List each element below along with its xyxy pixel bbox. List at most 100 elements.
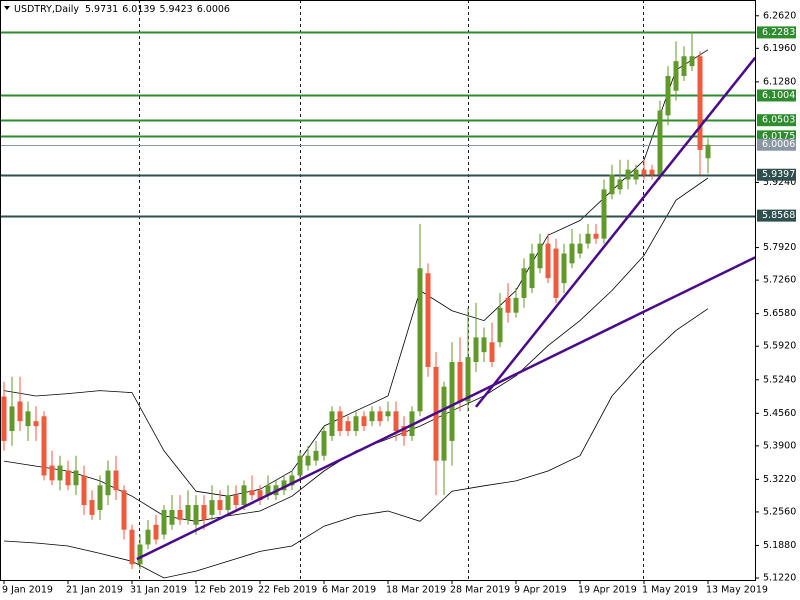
candle-body bbox=[265, 485, 271, 496]
candle-body bbox=[257, 490, 263, 501]
candle-body bbox=[561, 253, 567, 284]
candle-body bbox=[393, 411, 399, 432]
level-label: 6.0006 bbox=[762, 139, 795, 150]
candle-body bbox=[329, 411, 335, 436]
candle-body bbox=[65, 470, 71, 486]
y-tick-label: 5.6580 bbox=[763, 308, 796, 319]
band-line bbox=[3, 49, 709, 497]
y-tick-label: 6.1960 bbox=[763, 43, 796, 54]
trend-line bbox=[136, 256, 756, 561]
candle-body bbox=[417, 268, 423, 412]
level-label-box bbox=[757, 89, 796, 102]
candle-body bbox=[57, 465, 63, 481]
candle-body bbox=[457, 362, 463, 402]
y-tick-label: 5.5240 bbox=[763, 374, 796, 385]
candle-body bbox=[673, 61, 679, 91]
close-value: 6.0006 bbox=[197, 4, 230, 15]
candle-body bbox=[153, 524, 159, 540]
candle-body bbox=[281, 480, 287, 491]
x-tick-label: 6 Mar 2019 bbox=[322, 585, 376, 596]
level-label: 6.2283 bbox=[762, 27, 795, 38]
level-label-box bbox=[757, 114, 796, 127]
candle-body bbox=[297, 455, 303, 476]
trend-line bbox=[475, 56, 757, 408]
candle-body bbox=[441, 386, 447, 461]
candle-body bbox=[633, 169, 639, 180]
candle-body bbox=[489, 342, 495, 363]
candle-body bbox=[665, 75, 671, 116]
candle-body bbox=[177, 509, 183, 520]
y-tick-label: 5.3220 bbox=[763, 474, 796, 485]
y-tick-label: 5.2560 bbox=[763, 506, 796, 517]
candle-body bbox=[49, 465, 55, 481]
candle-body bbox=[1, 396, 7, 441]
level-label: 6.1004 bbox=[762, 90, 795, 101]
x-tick-label: 9 Apr 2019 bbox=[514, 585, 567, 596]
candle-body bbox=[497, 307, 503, 343]
open-value: 5.9731 bbox=[85, 4, 118, 15]
candle-body bbox=[577, 243, 583, 254]
candle-body bbox=[513, 297, 519, 313]
candle-body bbox=[185, 505, 191, 520]
candle-body bbox=[617, 179, 623, 190]
level-label-box bbox=[757, 26, 796, 39]
candle-body bbox=[33, 421, 39, 427]
low-value: 5.9423 bbox=[159, 4, 192, 15]
header-text: USDTRY,Daily 5.9731 6.0139 5.9423 6.0006 bbox=[14, 4, 230, 15]
candle-body bbox=[9, 406, 15, 432]
header: USDTRY,Daily 5.9731 6.0139 5.9423 6.0006 bbox=[4, 4, 230, 15]
candle-body bbox=[137, 544, 143, 565]
candle-body bbox=[345, 421, 351, 432]
level-label-box bbox=[757, 209, 796, 222]
candle-body bbox=[601, 189, 607, 239]
candle-body bbox=[337, 411, 343, 432]
candle-body bbox=[217, 500, 223, 510]
level-label-box bbox=[757, 168, 796, 181]
candle-body bbox=[113, 470, 119, 491]
x-tick-label: 13 May 2019 bbox=[706, 585, 768, 596]
candle-body bbox=[105, 470, 111, 496]
plot-border bbox=[0, 0, 756, 581]
candle-body bbox=[593, 233, 599, 239]
candle-body bbox=[145, 529, 151, 545]
candle-body bbox=[609, 174, 615, 195]
candle-body bbox=[305, 455, 311, 466]
candle-body bbox=[225, 495, 231, 510]
x-tick-label: 31 Jan 2019 bbox=[130, 585, 187, 596]
period-separators bbox=[139, 0, 644, 580]
candle-body bbox=[425, 273, 431, 367]
candle-body bbox=[17, 401, 23, 422]
x-tick-label: 12 Feb 2019 bbox=[194, 585, 253, 596]
candle-body bbox=[41, 416, 47, 476]
y-tick-label: 5.3900 bbox=[763, 440, 796, 451]
candle-body bbox=[385, 411, 391, 417]
y-tick-label: 5.5920 bbox=[763, 341, 796, 352]
level-label: 5.9397 bbox=[762, 169, 795, 180]
candle-body bbox=[201, 505, 207, 520]
x-tick-label: 19 Apr 2019 bbox=[578, 585, 637, 596]
candle-body bbox=[545, 243, 551, 279]
candle-body bbox=[361, 416, 367, 427]
axes: 6.2620 6.1960 6.1280 5.9240 5.7920 5.7260 5.65… bbox=[2, 10, 796, 595]
candle-body bbox=[649, 169, 655, 175]
level-label: 6.0175 bbox=[762, 131, 795, 142]
candle-body bbox=[321, 431, 327, 456]
candle-body bbox=[369, 411, 375, 422]
y-tick-label: 6.2620 bbox=[763, 10, 796, 21]
header-arrow bbox=[4, 6, 10, 10]
candle-body bbox=[465, 357, 471, 402]
candle-body bbox=[585, 233, 591, 244]
candle-body bbox=[449, 362, 455, 441]
y-tick-label: 5.4560 bbox=[763, 408, 796, 419]
candle-body bbox=[689, 56, 695, 67]
x-tick-label: 28 Mar 2019 bbox=[450, 585, 510, 596]
candle-body bbox=[553, 248, 559, 298]
candle-body bbox=[169, 509, 175, 525]
x-tick-label: 22 Feb 2019 bbox=[258, 585, 317, 596]
candle-body bbox=[233, 495, 239, 506]
y-tick-label: 5.1880 bbox=[763, 540, 796, 551]
band-line bbox=[3, 308, 709, 579]
candle-body bbox=[473, 337, 479, 363]
symbol: USDTRY,Daily bbox=[14, 4, 79, 15]
